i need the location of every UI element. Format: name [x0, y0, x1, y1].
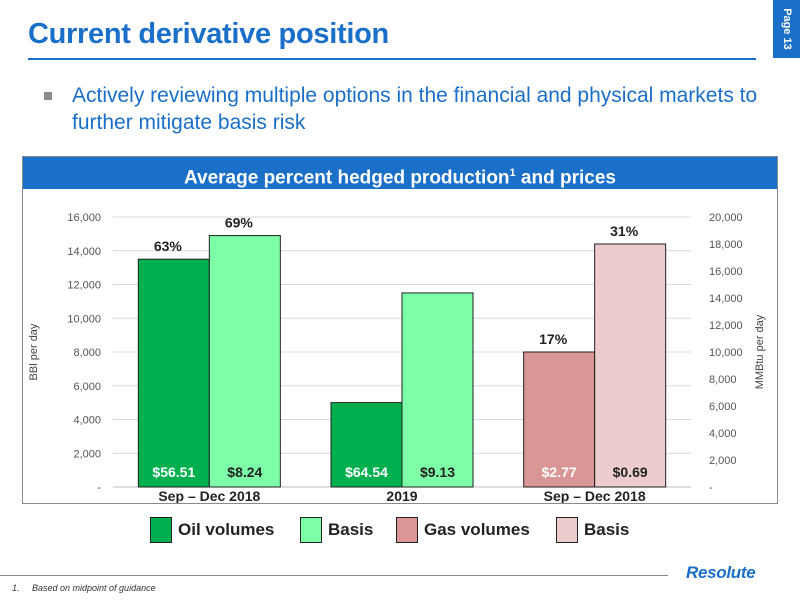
- right-axis-tick-label: 18,000: [709, 239, 743, 251]
- right-axis-tick-label: 12,000: [709, 320, 743, 332]
- right-axis-tick-label: 2,000: [709, 455, 737, 467]
- left-axis-tick-label: 12,000: [67, 280, 101, 292]
- bar-price-label: $9.13: [420, 464, 455, 480]
- legend-label: Oil volumes: [178, 520, 275, 539]
- page-number-tab: Page 13: [773, 0, 800, 58]
- bar: [401, 292, 474, 488]
- right-axis-title: MMBtu per day: [754, 314, 766, 389]
- bar: [330, 402, 403, 488]
- legend-label: Gas volumes: [424, 520, 530, 539]
- right-axis-tick-label: 10,000: [709, 347, 743, 359]
- legend-item-oil-volumes: Oil volumes: [150, 512, 274, 548]
- chart-header: Average percent hedged production1 and p…: [23, 157, 777, 189]
- bar-price-label: $64.54: [345, 464, 388, 480]
- legend-swatch-gas: [396, 517, 418, 543]
- left-axis-tick-label: 16,000: [67, 212, 101, 224]
- left-axis-tick-label: 14,000: [67, 246, 101, 258]
- page-number-label: Page 13: [780, 8, 793, 50]
- right-axis-tick-label: 14,000: [709, 293, 743, 305]
- left-axis-tick-label: -: [97, 482, 101, 494]
- resolute-logo: Resolute: [686, 563, 756, 582]
- bar: [523, 351, 596, 488]
- left-axis-tick-label: 2,000: [73, 448, 101, 460]
- legend-item-gas-basis: Basis: [556, 512, 629, 548]
- chart-header-suffix: and prices: [515, 167, 616, 189]
- right-axis-tick-label: -: [709, 482, 713, 494]
- bar-price-label: $56.51: [152, 464, 195, 480]
- footnote: 1. Based on midpoint of guidance: [12, 583, 156, 593]
- category-label: 2019: [386, 488, 417, 503]
- chart-header-text: Average percent hedged production: [184, 167, 510, 189]
- bar-percent-label: 69%: [225, 215, 254, 231]
- bar-price-label: $0.69: [613, 464, 648, 480]
- left-axis-tick-label: 8,000: [73, 347, 101, 359]
- bar-percent-label: 31%: [610, 223, 639, 239]
- right-axis-tick-label: 8,000: [709, 374, 737, 386]
- category-label: Sep – Dec 2018: [544, 488, 646, 503]
- left-axis-tick-label: 10,000: [67, 313, 101, 325]
- bullet-square-icon: [44, 92, 52, 100]
- footer-divider: [0, 575, 668, 576]
- legend-label: Basis: [328, 520, 374, 539]
- chart-panel: Average percent hedged production1 and p…: [22, 156, 778, 504]
- bar-percent-label: 63%: [154, 238, 183, 254]
- legend-swatch-gas-basis: [556, 517, 578, 543]
- bar-price-label: $2.77: [542, 464, 577, 480]
- legend-item-gas-volumes: Gas volumes: [396, 512, 530, 548]
- right-axis-tick-label: 4,000: [709, 428, 737, 440]
- left-axis-title: BBl per day: [28, 323, 40, 380]
- bar-percent-label: 17%: [539, 331, 568, 347]
- bar: [594, 243, 667, 488]
- legend-swatch-oil-basis: [300, 517, 322, 543]
- chart-legend: Oil volumes Basis Gas volumes Basis: [0, 512, 800, 548]
- chart-header-footnote-marker: 1: [509, 167, 516, 179]
- bar: [137, 258, 210, 488]
- slide-title: Current derivative position: [28, 18, 389, 50]
- left-axis-tick-label: 4,000: [73, 415, 101, 427]
- right-axis-tick-label: 16,000: [709, 266, 743, 278]
- legend-swatch-oil: [150, 517, 172, 543]
- bullet-text: Actively reviewing multiple options in t…: [72, 84, 758, 134]
- right-axis-tick-label: 20,000: [709, 212, 743, 224]
- category-label: Sep – Dec 2018: [158, 488, 260, 503]
- footnote-text: Based on midpoint of guidance: [32, 583, 156, 593]
- right-axis-tick-label: 6,000: [709, 401, 737, 413]
- title-underline: [28, 58, 756, 60]
- bar: [208, 235, 281, 488]
- hedge-bar-chart: - 2,000 4,000 6,000 8,000 10,000 12,000 14,000 1…: [28, 212, 766, 503]
- legend-label: Basis: [584, 520, 630, 539]
- bar-price-label: $8.24: [227, 464, 262, 480]
- left-axis-tick-label: 6,000: [73, 381, 101, 393]
- legend-item-oil-basis: Basis: [300, 512, 373, 548]
- footnote-number: 1.: [12, 583, 20, 593]
